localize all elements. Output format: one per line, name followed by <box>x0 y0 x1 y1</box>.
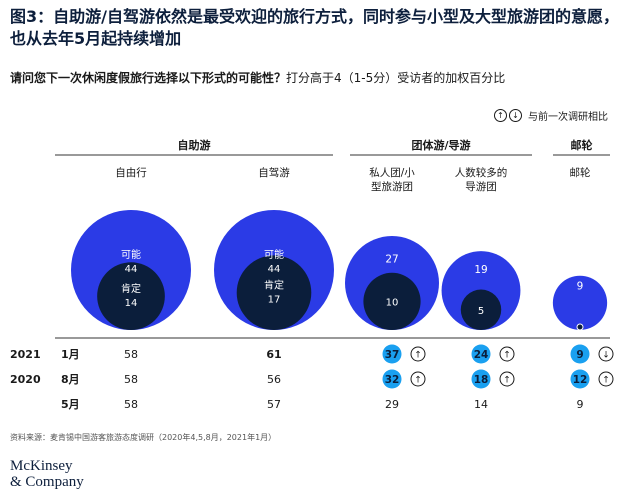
arrow-glyph: ↑ <box>414 376 422 386</box>
arrow-glyph: ↑ <box>503 376 511 386</box>
table-value: 29 <box>385 398 399 411</box>
column-label: 自由行 <box>115 166 147 179</box>
definite-bubble <box>97 262 165 330</box>
highlight-dot <box>382 369 402 389</box>
definite-label: 肯定 <box>121 282 141 295</box>
table-value: 57 <box>267 398 281 411</box>
possible-value: 9 <box>577 280 584 292</box>
possible-label: 可能 <box>264 248 284 261</box>
year-label: 2020 <box>10 373 41 386</box>
legend: ↑ ↓ 与前一次调研相比 <box>494 108 608 123</box>
column-label: 型旅游团 <box>371 180 413 193</box>
arrow-glyph: ↑ <box>414 351 422 361</box>
table-value: 37 <box>385 349 400 361</box>
definite-bubble <box>576 323 584 331</box>
chart-title: 图3：自助游/自驾游依然是最受欢迎的旅行方式，同时参与小型及大型旅游团的意愿，也… <box>10 7 619 48</box>
logo-line-2: & Company <box>10 474 84 490</box>
table-value: 24 <box>474 349 489 361</box>
table-value: 61 <box>266 348 281 361</box>
source-note: 资料来源：麦肯锡中国游客旅游态度调研（2020年4,5,8月，2021年1月） <box>10 433 277 442</box>
month-label: 8月 <box>61 373 80 386</box>
possible-bubble <box>552 275 608 330</box>
column-label: 人数较多的 <box>455 166 508 179</box>
year-label: 2021 <box>10 348 41 361</box>
chart-subtitle: 请问您下一次休闲度假旅行选择以下形式的可能性？打分高于4（1-5分）受访者的加权… <box>10 70 620 86</box>
arrow-down-icon: ↓ <box>509 109 522 122</box>
subtitle-note: 打分高于4（1-5分）受访者的加权百分比 <box>286 71 506 85</box>
group-label: 邮轮 <box>571 138 593 152</box>
table-value: 9 <box>576 349 583 361</box>
arrow-up-icon <box>410 371 426 387</box>
arrow-up-icon <box>499 346 515 362</box>
definite-bubble <box>363 272 421 330</box>
table-value: 32 <box>385 374 400 386</box>
possible-value: 44 <box>125 264 138 275</box>
month-label: 1月 <box>61 348 80 361</box>
table-value: 14 <box>474 398 488 411</box>
table-value: 58 <box>124 398 138 411</box>
possible-value: 27 <box>385 254 398 266</box>
possible-label: 可能 <box>121 248 141 261</box>
highlight-dot <box>382 344 402 364</box>
legend-text: 与前一次调研相比 <box>528 112 608 123</box>
group-label: 团体游/导游 <box>411 138 470 152</box>
arrow-up-icon <box>598 371 614 387</box>
highlight-dot <box>471 344 491 364</box>
definite-label: 肯定 <box>264 279 284 292</box>
column-label: 邮轮 <box>570 166 591 179</box>
table-value: 18 <box>474 374 489 386</box>
arrow-glyph: ↓ <box>602 351 610 361</box>
highlight-dot <box>570 369 590 389</box>
definite-value: 5 <box>478 306 484 317</box>
column-label: 自驾游 <box>258 166 290 179</box>
possible-value: 44 <box>268 264 281 275</box>
highlight-dot <box>471 369 491 389</box>
table-value: 12 <box>573 374 588 386</box>
arrow-glyph: ↑ <box>503 351 511 361</box>
definite-value: 10 <box>386 297 399 308</box>
definite-value: 17 <box>268 295 281 306</box>
logo-line-1: McKinsey <box>10 458 73 474</box>
arrow-up-icon: ↑ <box>494 109 507 122</box>
arrow-up-icon <box>410 346 426 362</box>
table-value: 58 <box>124 373 138 386</box>
column-label: 导游团 <box>465 180 497 193</box>
table-value: 9 <box>577 398 584 411</box>
arrow-glyph: ↑ <box>602 376 610 386</box>
table-value: 56 <box>267 373 281 386</box>
mckinsey-logo: McKinsey & Company <box>10 458 84 490</box>
arrow-up-icon <box>499 371 515 387</box>
definite-value: 14 <box>125 298 138 309</box>
group-label: 自助游 <box>178 138 211 152</box>
column-label: 私人团/小 <box>369 167 415 179</box>
highlight-dot <box>570 344 590 364</box>
month-label: 5月 <box>61 398 80 411</box>
possible-value: 19 <box>474 264 487 276</box>
arrow-down-icon <box>598 346 614 362</box>
subtitle-question: 请问您下一次休闲度假旅行选择以下形式的可能性？ <box>10 71 287 85</box>
definite-bubble <box>236 255 312 330</box>
table-value: 58 <box>124 348 138 361</box>
definite-bubble <box>460 289 502 331</box>
